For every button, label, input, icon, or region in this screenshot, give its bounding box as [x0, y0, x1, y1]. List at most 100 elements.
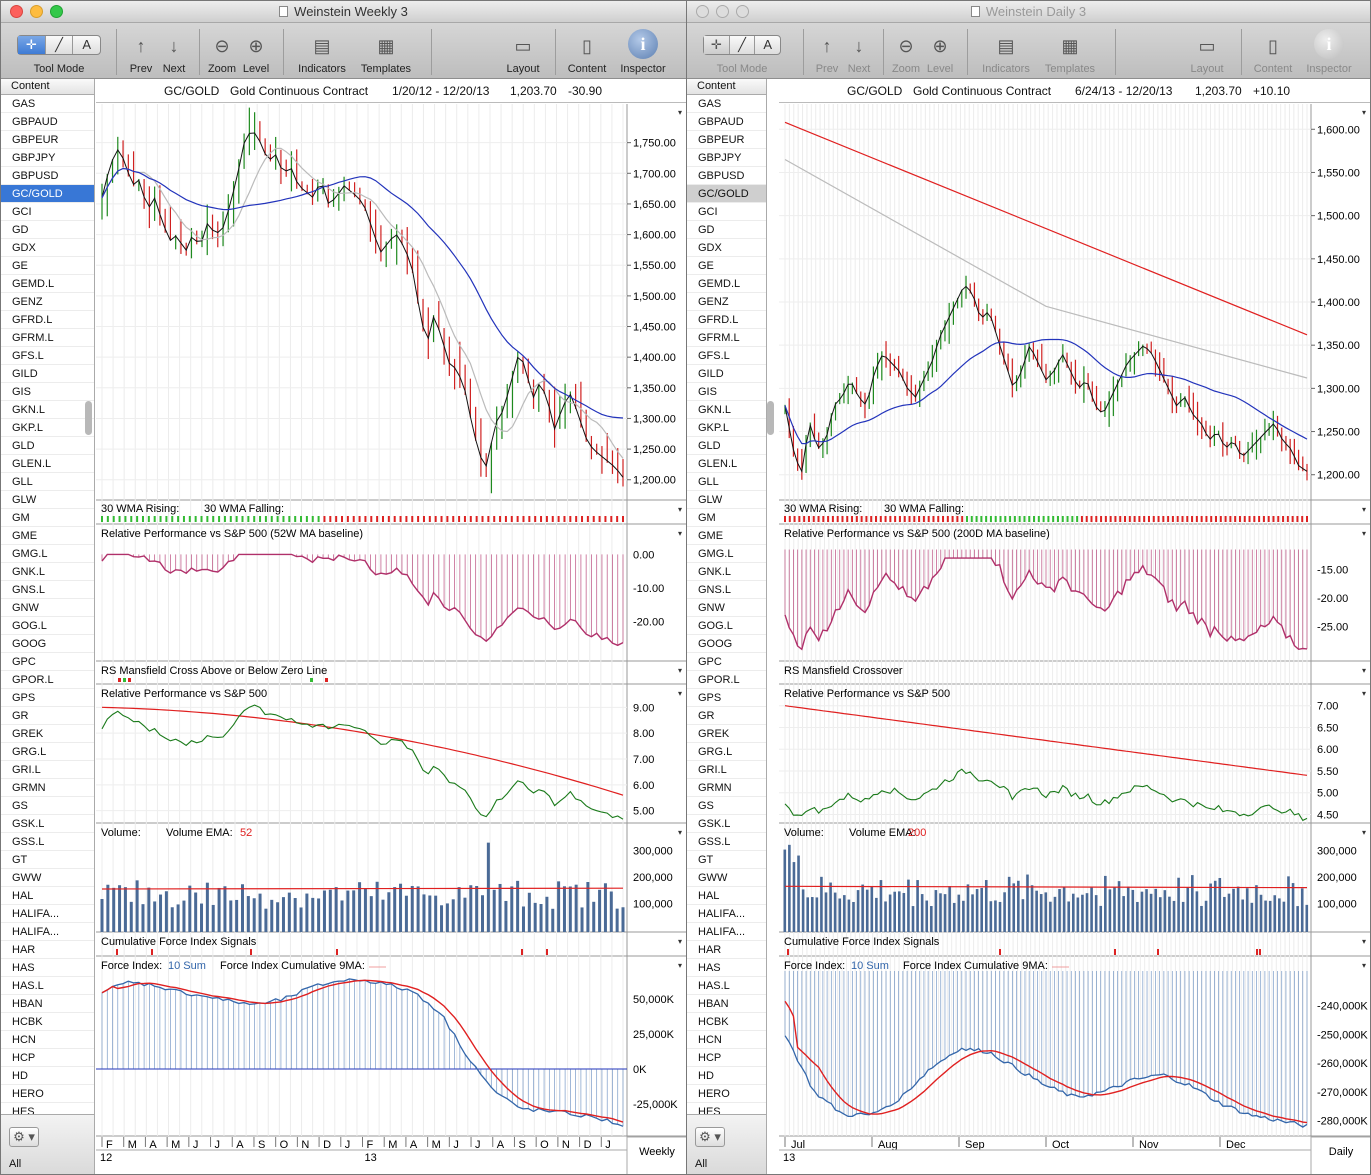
sidebar-item[interactable]: GFS.L [1, 347, 94, 365]
sidebar-item[interactable]: GMG.L [1, 545, 94, 563]
sidebar-item[interactable]: GSK.L [687, 815, 766, 833]
sidebar-item[interactable]: GLEN.L [1, 455, 94, 473]
sidebar-item[interactable]: GOG.L [1, 617, 94, 635]
sidebar-item[interactable]: GBPJPY [1, 149, 94, 167]
sidebar-item[interactable]: GBPEUR [1, 131, 94, 149]
sidebar-item[interactable]: HAR [687, 941, 766, 959]
sidebar-item[interactable]: GDX [1, 239, 94, 257]
sidebar-item[interactable]: GBPUSD [687, 167, 766, 185]
sidebar-item[interactable]: GS [1, 797, 94, 815]
sidebar-item[interactable]: GLD [1, 437, 94, 455]
sidebar-item[interactable]: GNS.L [687, 581, 766, 599]
sidebar-item[interactable]: GKN.L [1, 401, 94, 419]
splitter-handle[interactable] [767, 401, 774, 435]
sidebar-item[interactable]: HAL [1, 887, 94, 905]
sidebar-item[interactable]: HAS [1, 959, 94, 977]
all-label[interactable]: All [9, 1158, 22, 1170]
tool-mode-control[interactable]: ✛ ╱ A [17, 35, 101, 55]
window-titlebar[interactable]: Weinstein Weekly 3 [1, 1, 686, 23]
sidebar-item[interactable]: GRG.L [687, 743, 766, 761]
sidebar-item[interactable]: HBAN [687, 995, 766, 1013]
sidebar-item[interactable]: HALIFA... [687, 923, 766, 941]
text-tool-icon[interactable]: A [82, 37, 92, 52]
sidebar-item[interactable]: GFRD.L [1, 311, 94, 329]
sidebar-item[interactable]: GPS [687, 689, 766, 707]
sidebar-item[interactable]: HAR [1, 941, 94, 959]
sidebar-item[interactable]: GNK.L [1, 563, 94, 581]
sidebar-item[interactable]: HCP [1, 1049, 94, 1067]
sidebar-item[interactable]: HALIFA... [687, 905, 766, 923]
crosshair-tool-icon[interactable]: ✛ [704, 36, 730, 54]
sidebar-item[interactable]: GBPEUR [687, 131, 766, 149]
line-tool-icon[interactable]: ╱ [730, 36, 756, 54]
sidebar-item[interactable]: GME [687, 527, 766, 545]
sidebar-item[interactable]: GSS.L [687, 833, 766, 851]
zoom-in-button[interactable]: ⊕ Level [239, 23, 273, 79]
sidebar-item[interactable]: GFRM.L [1, 329, 94, 347]
sidebar-item[interactable]: GLL [687, 473, 766, 491]
sidebar-item[interactable]: GREK [687, 725, 766, 743]
sidebar-item[interactable]: GOOG [687, 635, 766, 653]
sidebar-item[interactable]: GAS [1, 95, 94, 113]
zoom-window-button[interactable] [50, 5, 63, 18]
sidebar-item[interactable]: GWW [687, 869, 766, 887]
sidebar-item[interactable]: GPC [687, 653, 766, 671]
sidebar-item[interactable]: HCN [1, 1031, 94, 1049]
prev-button[interactable]: ↑ Prev [125, 23, 157, 79]
sidebar-item[interactable]: HALIFA... [1, 923, 94, 941]
content-button[interactable]: ▯ Content [1247, 23, 1299, 79]
sidebar-item[interactable]: HAS.L [687, 977, 766, 995]
sidebar-item[interactable]: HERO [1, 1085, 94, 1103]
sidebar-item[interactable]: GM [687, 509, 766, 527]
sidebar-item[interactable]: GNW [1, 599, 94, 617]
sidebar-item[interactable]: GE [687, 257, 766, 275]
zoom-window-button[interactable] [736, 5, 749, 18]
layout-button[interactable]: ▭ Layout [1181, 23, 1233, 79]
sidebar-item[interactable]: GSK.L [1, 815, 94, 833]
sidebar-item[interactable]: GFRD.L [687, 311, 766, 329]
tool-mode-control[interactable]: ✛ ╱ A [703, 35, 781, 55]
inspector-button[interactable]: i Inspector [615, 23, 671, 79]
sidebar-item[interactable]: GRI.L [687, 761, 766, 779]
sidebar-item[interactable]: GDX [687, 239, 766, 257]
sidebar-item[interactable]: GBPAUD [1, 113, 94, 131]
sidebar-item[interactable]: HAL [687, 887, 766, 905]
sidebar-item[interactable]: GNS.L [1, 581, 94, 599]
indicators-button[interactable]: ▤ Indicators [291, 23, 353, 79]
sidebar-item[interactable]: GILD [1, 365, 94, 383]
inspector-button[interactable]: i Inspector [1301, 23, 1357, 79]
sidebar-item[interactable]: GEMD.L [687, 275, 766, 293]
sidebar-item[interactable]: GBPUSD [1, 167, 94, 185]
sidebar-item[interactable]: GKP.L [1, 419, 94, 437]
splitter-handle[interactable] [85, 401, 92, 435]
sidebar-header[interactable]: Content [687, 79, 766, 95]
sidebar-item[interactable]: HCP [687, 1049, 766, 1067]
next-button[interactable]: ↓ Next [157, 23, 191, 79]
close-window-button[interactable] [10, 5, 23, 18]
sidebar-item[interactable]: GREK [1, 725, 94, 743]
sidebar-item[interactable]: HCN [687, 1031, 766, 1049]
sidebar-item[interactable]: GLW [1, 491, 94, 509]
sidebar-item[interactable]: GE [1, 257, 94, 275]
sidebar-item[interactable]: GCI [1, 203, 94, 221]
all-label[interactable]: All [695, 1158, 708, 1170]
next-button[interactable]: ↓ Next [843, 23, 875, 79]
sidebar-item[interactable]: GME [1, 527, 94, 545]
sidebar-item[interactable]: GENZ [1, 293, 94, 311]
sidebar-item[interactable]: HALIFA... [1, 905, 94, 923]
minimize-window-button[interactable] [716, 5, 729, 18]
sidebar-item[interactable]: GILD [687, 365, 766, 383]
templates-button[interactable]: ▦ Templates [355, 23, 417, 79]
minimize-window-button[interactable] [30, 5, 43, 18]
sidebar-item[interactable]: GRI.L [1, 761, 94, 779]
sidebar-item[interactable]: GC/GOLD [687, 185, 766, 203]
sidebar-item[interactable]: GKP.L [687, 419, 766, 437]
sidebar-item[interactable]: GBPAUD [687, 113, 766, 131]
sidebar-item[interactable]: GEMD.L [1, 275, 94, 293]
sidebar-item[interactable]: HCBK [1, 1013, 94, 1031]
sidebar-item[interactable]: GLD [687, 437, 766, 455]
sidebar-item[interactable]: GS [687, 797, 766, 815]
sidebar-item[interactable]: GMG.L [687, 545, 766, 563]
templates-button[interactable]: ▦ Templates [1039, 23, 1101, 79]
sidebar-item[interactable]: HAS.L [1, 977, 94, 995]
